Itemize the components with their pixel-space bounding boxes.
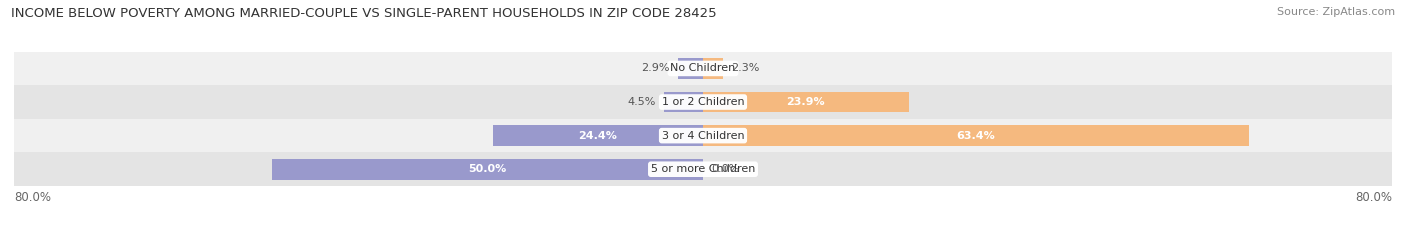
Bar xyxy=(14,52,1392,85)
Text: 23.9%: 23.9% xyxy=(786,97,825,107)
Text: 1 or 2 Children: 1 or 2 Children xyxy=(662,97,744,107)
Bar xyxy=(703,92,908,113)
Bar xyxy=(14,152,1392,186)
Text: 0.0%: 0.0% xyxy=(711,164,740,174)
Text: 3 or 4 Children: 3 or 4 Children xyxy=(662,131,744,141)
Bar xyxy=(703,58,723,79)
Bar xyxy=(664,92,703,113)
Text: No Children: No Children xyxy=(671,63,735,73)
Text: Source: ZipAtlas.com: Source: ZipAtlas.com xyxy=(1277,7,1395,17)
Bar xyxy=(273,159,703,180)
Bar xyxy=(14,119,1392,152)
Bar xyxy=(678,58,703,79)
Text: 2.3%: 2.3% xyxy=(731,63,759,73)
Text: 80.0%: 80.0% xyxy=(14,191,51,204)
Text: 24.4%: 24.4% xyxy=(578,131,617,141)
Bar xyxy=(494,125,703,146)
Text: 5 or more Children: 5 or more Children xyxy=(651,164,755,174)
Text: 4.5%: 4.5% xyxy=(627,97,655,107)
Text: 63.4%: 63.4% xyxy=(956,131,995,141)
Text: INCOME BELOW POVERTY AMONG MARRIED-COUPLE VS SINGLE-PARENT HOUSEHOLDS IN ZIP COD: INCOME BELOW POVERTY AMONG MARRIED-COUPL… xyxy=(11,7,717,20)
Bar xyxy=(703,125,1249,146)
Bar xyxy=(14,85,1392,119)
Text: 50.0%: 50.0% xyxy=(468,164,506,174)
Text: 2.9%: 2.9% xyxy=(641,63,669,73)
Text: 80.0%: 80.0% xyxy=(1355,191,1392,204)
